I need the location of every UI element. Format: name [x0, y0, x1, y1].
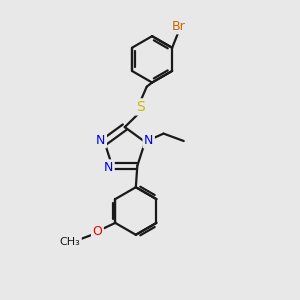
Text: S: S — [136, 100, 145, 114]
Text: N: N — [96, 134, 106, 147]
Text: N: N — [104, 161, 113, 174]
Text: CH₃: CH₃ — [60, 237, 80, 247]
Text: Br: Br — [172, 20, 186, 33]
Text: O: O — [92, 225, 102, 238]
Text: N: N — [144, 134, 153, 147]
